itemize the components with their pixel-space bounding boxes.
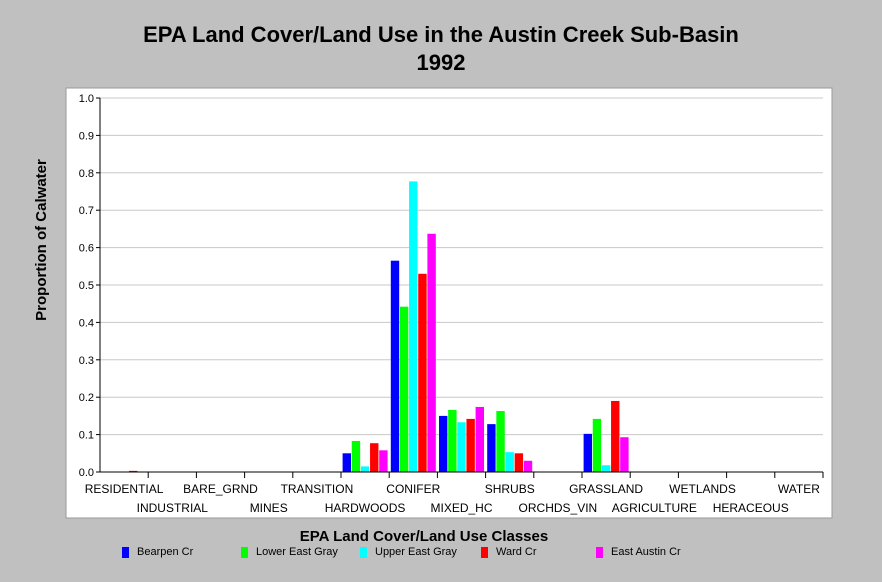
legend-item: Bearpen Cr <box>122 546 193 558</box>
bar <box>475 406 484 472</box>
chart-subtitle: 1992 <box>416 50 466 75</box>
y-tick-label: 0.8 <box>79 168 94 180</box>
bar <box>601 465 611 472</box>
legend-item: Ward Cr <box>481 546 537 558</box>
bar <box>611 400 620 472</box>
legend-label: Lower East Gray <box>256 546 338 558</box>
bar <box>466 418 475 472</box>
y-tick-label: 0.7 <box>79 205 94 217</box>
legend: Bearpen Cr Lower East Gray Upper East Gray… <box>0 546 882 566</box>
y-tick-label: 0.1 <box>79 430 94 442</box>
bar <box>418 273 427 472</box>
legend-label: Upper East Gray <box>375 546 457 558</box>
bar <box>379 450 388 472</box>
legend-label: Ward Cr <box>496 546 537 558</box>
x-tick-label: WETLANDS <box>669 482 736 496</box>
y-tick-label: 0.4 <box>79 317 94 329</box>
legend-item: East Austin Cr <box>596 546 681 558</box>
x-tick-label: SHRUBS <box>485 482 535 496</box>
y-axis-label: Proportion of Calwater <box>33 159 50 321</box>
legend-swatch <box>481 546 488 558</box>
bar <box>342 453 351 472</box>
legend-item: Lower East Gray <box>241 546 338 558</box>
bar <box>592 418 602 472</box>
y-tick-label: 0.5 <box>79 280 94 292</box>
bar <box>505 452 514 472</box>
x-tick-label: GRASSLAND <box>569 482 643 496</box>
x-tick-label: HARDWOODS <box>325 501 406 515</box>
x-tick-label: TRANSITION <box>281 482 354 496</box>
legend-swatch <box>596 546 603 558</box>
bar <box>620 437 629 472</box>
y-tick-label: 0.6 <box>79 243 94 255</box>
bar <box>427 233 436 472</box>
x-tick-label: INDUSTRIAL <box>137 501 209 515</box>
x-tick-label: MINES <box>250 501 288 515</box>
legend-item: Upper East Gray <box>360 546 457 558</box>
y-tick-label: 0.2 <box>79 392 94 404</box>
legend-label: East Austin Cr <box>611 546 681 558</box>
bar <box>448 409 457 472</box>
bar <box>129 470 138 472</box>
bar <box>514 453 524 472</box>
bar <box>523 460 533 472</box>
bar <box>390 260 400 472</box>
x-tick-label: ORCHDS_VIN <box>519 501 598 515</box>
bar <box>409 181 418 473</box>
x-tick-label: CONIFER <box>386 482 440 496</box>
y-tick-label: 1.0 <box>79 93 94 105</box>
bar <box>370 443 379 472</box>
y-tick-label: 0.9 <box>79 130 94 142</box>
bar <box>496 411 505 472</box>
x-tick-label: AGRICULTURE <box>612 501 697 515</box>
x-tick-label: BARE_GRND <box>183 482 258 496</box>
bar <box>457 422 466 472</box>
x-tick-label: HERACEOUS <box>713 501 789 515</box>
chart-title: EPA Land Cover/Land Use in the Austin Cr… <box>143 22 739 47</box>
x-tick-label: MIXED_HC <box>430 501 492 515</box>
legend-swatch <box>122 546 129 558</box>
bar <box>351 440 361 472</box>
bar <box>399 306 409 472</box>
x-tick-label: RESIDENTIAL <box>85 482 164 496</box>
bar <box>360 466 370 472</box>
y-tick-label: 0.0 <box>79 467 94 479</box>
bar <box>439 415 448 472</box>
x-axis-label: EPA Land Cover/Land Use Classes <box>300 528 548 545</box>
bar <box>583 433 592 472</box>
x-tick-label: WATER <box>778 482 820 496</box>
bar <box>487 424 496 472</box>
legend-swatch <box>241 546 248 558</box>
legend-label: Bearpen Cr <box>137 546 194 558</box>
y-tick-label: 0.3 <box>79 355 94 367</box>
legend-swatch <box>360 546 367 558</box>
